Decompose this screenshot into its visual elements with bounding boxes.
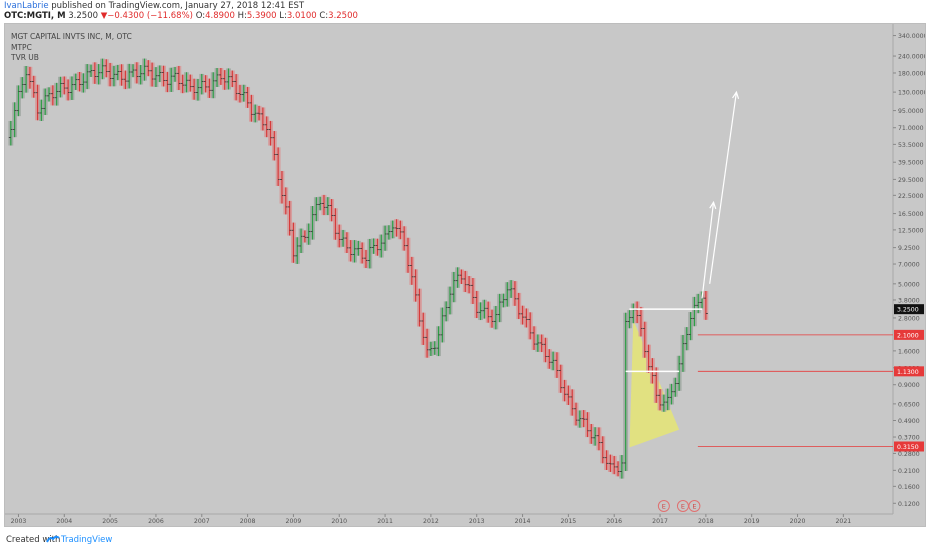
price-tick-label: 16.5000 <box>898 211 924 218</box>
time-tick-label: 2018 <box>698 518 714 525</box>
projection-arrow <box>701 202 715 299</box>
price-tick-label: 95.0000 <box>898 108 924 115</box>
price-tick-label: 2.8000 <box>898 315 920 322</box>
price-tick-label: 0.2800 <box>898 451 920 458</box>
chart-area[interactable]: 340.0000 240.0000 180.0000 130.0000 95.0000 7… <box>4 23 926 527</box>
level-price-box <box>894 441 924 452</box>
time-tick-label: 2020 <box>790 518 806 525</box>
high-label: H: <box>237 11 247 21</box>
price-tick-label: 53.5000 <box>898 142 924 149</box>
price-tick-label: 9.2500 <box>898 245 920 252</box>
price-tick-label: 1.6000 <box>898 348 920 355</box>
price-tick-label: 5.0000 <box>898 281 920 288</box>
level-price-label: 2.1000 <box>897 332 919 339</box>
level-price-label: 0.3150 <box>897 444 919 451</box>
high-value: 5.3900 <box>246 11 277 21</box>
projection-arrow-head <box>732 90 740 99</box>
time-tick-label: 2004 <box>56 518 72 525</box>
earnings-marker-label: E <box>662 502 666 510</box>
legend-line-2: MTPC <box>11 43 32 52</box>
footer: Created with TradingView <box>0 530 932 550</box>
time-tick-label: 2014 <box>515 518 531 525</box>
publish-text: published on TradingView.com, January 27… <box>48 1 305 11</box>
price-tick-label: 0.6500 <box>898 401 920 408</box>
price-tick-label: 340.0000 <box>898 33 925 40</box>
price-tick-label: 0.2100 <box>898 468 920 475</box>
price-chart[interactable]: 340.0000 240.0000 180.0000 130.0000 95.0000 7… <box>5 24 925 526</box>
time-tick-label: 2010 <box>331 518 347 525</box>
price-tick-label: 22.5000 <box>898 193 924 200</box>
price-tick-label: 240.0000 <box>898 54 925 61</box>
legend-title: MGT CAPITAL INVTS INC, M, OTC <box>11 32 132 41</box>
time-tick-label: 2008 <box>240 518 256 525</box>
ohlc-line: OTC:MGTI, M 3.2500 ▼−0.4300 (−11.68%) O:… <box>4 11 358 21</box>
legend-line-3: TVR UB <box>11 53 39 62</box>
level-price-box <box>894 366 924 377</box>
price-tick-label: 39.5000 <box>898 160 924 167</box>
price-tick-label: 71.0000 <box>898 125 924 132</box>
time-tick-label: 2021 <box>835 518 851 525</box>
last-price-label: 3.2500 <box>897 307 919 314</box>
publish-line: IvanLabrie published on TradingView.com,… <box>4 1 304 11</box>
time-tick-label: 2013 <box>469 518 485 525</box>
time-tick-label: 2006 <box>148 518 164 525</box>
last-price-value: 3.2500 <box>68 11 99 21</box>
chart-header: IvanLabrie published on TradingView.com,… <box>0 0 932 22</box>
time-tick-label: 2011 <box>377 518 393 525</box>
tradingview-brand[interactable]: TradingView <box>61 535 113 545</box>
time-tick-label: 2019 <box>744 518 760 525</box>
time-tick-label: 2005 <box>102 518 118 525</box>
low-value: 3.0100 <box>286 11 317 21</box>
level-price-label: 1.1300 <box>897 369 919 376</box>
change-value: ▼−0.4300 (−11.68%) <box>100 11 193 21</box>
earnings-marker <box>657 500 670 512</box>
low-label: L: <box>279 11 287 21</box>
earnings-marker <box>688 500 701 512</box>
price-tick-label: 3.8000 <box>898 297 920 304</box>
time-tick-label: 2017 <box>652 518 668 525</box>
projection-arrow <box>709 92 738 284</box>
created-with-text: Created with <box>6 535 61 545</box>
projection-arrow-head <box>709 200 717 210</box>
time-tick-label: 2003 <box>11 518 27 525</box>
price-tick-label: 0.1600 <box>898 484 920 491</box>
open-label: O: <box>195 11 206 21</box>
price-tick-label: 29.5000 <box>898 177 924 184</box>
price-tick-label: 0.9000 <box>898 382 920 389</box>
earnings-marker-label: E <box>692 502 696 510</box>
symbol-label: OTC:MGTI, M <box>4 11 66 21</box>
time-tick-label: 2009 <box>286 518 302 525</box>
time-tick-label: 2007 <box>194 518 210 525</box>
price-tick-label: 0.1200 <box>898 501 920 508</box>
author-link[interactable]: IvanLabrie <box>4 1 49 11</box>
time-tick-label: 2015 <box>561 518 577 525</box>
close-label: C: <box>319 11 329 21</box>
price-tick-label: 12.5000 <box>898 227 924 234</box>
earnings-marker-label: E <box>681 502 685 510</box>
price-tick-label: 7.0000 <box>898 262 920 269</box>
last-price-box <box>894 304 924 315</box>
price-tick-label: 0.3700 <box>898 435 920 442</box>
time-tick-label: 2012 <box>423 518 439 525</box>
price-tick-label: 180.0000 <box>898 70 925 77</box>
level-price-box <box>894 329 924 340</box>
price-tick-label: 130.0000 <box>898 90 925 97</box>
price-tick-label: 0.4900 <box>898 418 920 425</box>
tradingview-logo-icon <box>46 535 60 543</box>
close-value: 3.2500 <box>328 11 358 21</box>
time-tick-label: 2016 <box>606 518 622 525</box>
open-value: 4.8900 <box>205 11 235 21</box>
